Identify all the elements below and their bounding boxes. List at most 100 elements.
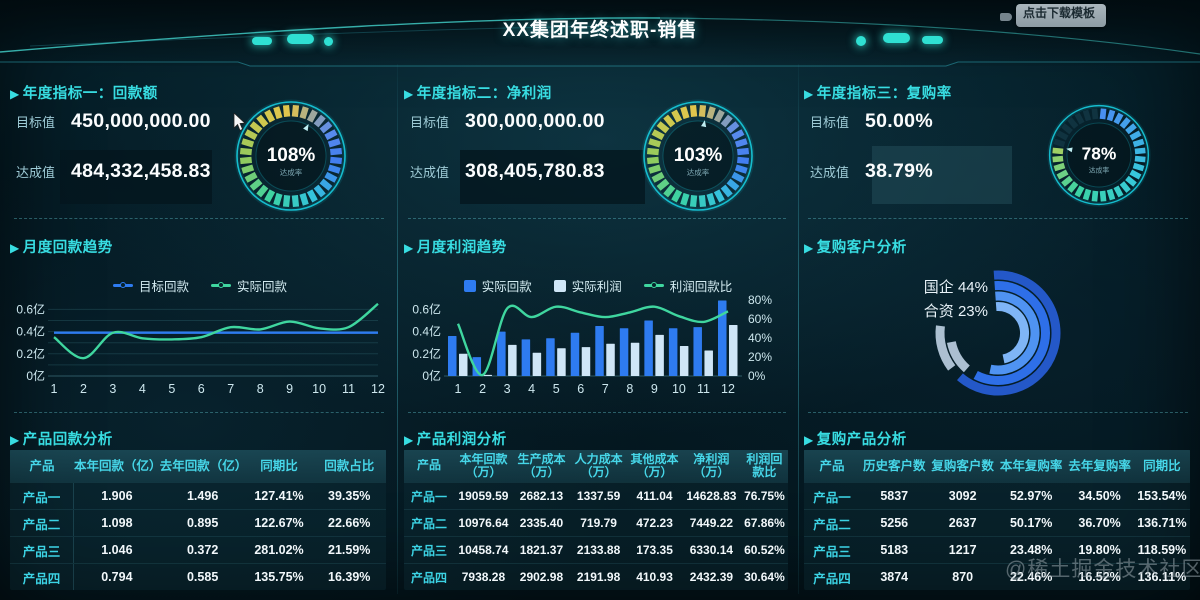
achieved-label: 达成值 [810, 165, 850, 180]
x-axis-tick: 3 [504, 382, 511, 396]
table-row[interactable]: 产品一 5837 3092 52.97% 34.50% 153.54% [804, 482, 1190, 509]
table-value-cell: 1337.59 [576, 489, 621, 503]
table-value-cell: 10976.64 [458, 516, 509, 530]
y-axis-tick: 0亿 [26, 368, 45, 383]
page-title: XX集团年终述职-销售 [502, 20, 698, 41]
table-row[interactable]: 产品四 7938.28 2902.98 2191.98 410.93 2432.39 30.… [404, 563, 788, 590]
achieved-value: 308,405,780.83 [465, 160, 605, 182]
ring-label: 国企 44% [924, 278, 988, 296]
x-axis-tick: 7 [602, 382, 609, 396]
x-axis-tick: 1 [51, 382, 58, 396]
header-dot-decoration [324, 37, 333, 46]
table-header-cell: 产品 [819, 459, 845, 473]
table-header-row: 产品 本年回款（亿） 去年回款（亿） 同期比 回款占比 [10, 450, 386, 482]
target-label: 目标值 [410, 115, 450, 130]
x-axis-tick: 7 [227, 382, 234, 396]
table-value-cell: 50.17% [1009, 516, 1053, 530]
header: XX集团年终述职-销售 点击下载模板 [0, 0, 1200, 67]
section-title-text: 产品回款分析 [22, 432, 113, 448]
y-axis-left-tick: 0.2亿 [412, 346, 441, 361]
column-divider [397, 64, 398, 594]
table-header-cell: 产品 [29, 459, 55, 473]
mouse-cursor [233, 113, 246, 132]
table-value-cell: 2432.39 [689, 570, 734, 584]
gauge-sublabel: 达成率 [687, 167, 710, 177]
chart-legend: 实际回款 实际利润 利润回款比 [402, 276, 794, 295]
table-row[interactable]: 产品二 1.098 0.895 122.67% 22.66% [10, 509, 386, 536]
table-section-title: ▶ 产品回款分析 [10, 428, 113, 449]
table-header-row: 产品 本年回款（万） 生产成本（万） 人力成本（万） 其他成本（万） 净利润（万） 利润回款… [404, 450, 788, 482]
table-row[interactable]: 产品二 10976.64 2335.40 719.79 472.23 7449.22 67.… [404, 509, 788, 536]
table-product-cell: 产品三 [813, 544, 851, 559]
table-value-cell: 1821.37 [519, 543, 564, 557]
table-value-cell: 30.64% [744, 570, 785, 584]
x-axis-tick: 10 [672, 382, 686, 396]
y-axis-left-tick: 0亿 [422, 368, 441, 383]
x-axis-tick: 10 [312, 382, 326, 396]
target-value: 50.00% [865, 110, 933, 132]
gauge-percent-value: 78% [1082, 144, 1117, 164]
table-value-cell: 19059.59 [458, 489, 509, 503]
legend-item[interactable]: 实际回款 [463, 276, 532, 295]
table-row[interactable]: 产品四 0.794 0.585 135.75% 16.39% [10, 563, 386, 590]
table-row[interactable]: 产品三 1.046 0.372 281.02% 21.59% [10, 536, 386, 563]
legend-label: 实际利润 [571, 280, 622, 294]
achieved-label: 达成值 [16, 165, 56, 180]
table-value-cell: 3874 [880, 570, 909, 584]
table-row[interactable]: 产品一 1.906 1.496 127.41% 39.35% [10, 482, 386, 509]
x-axis-tick: 4 [528, 382, 535, 396]
legend-item[interactable]: 目标回款 [112, 276, 189, 295]
table-value-cell: 7449.22 [689, 516, 734, 530]
achieved-value-box [60, 150, 212, 204]
table-value-cell: 719.79 [580, 516, 617, 530]
table-value-cell: 34.50% [1078, 489, 1121, 503]
triangle-icon: ▶ [10, 241, 20, 255]
target-label: 目标值 [810, 115, 850, 130]
x-axis-tick: 12 [721, 382, 735, 396]
gauge-percent-value: 103% [674, 145, 723, 166]
legend-label: 利润回款比 [669, 280, 733, 294]
table-header-cell: 本年回款（万） [459, 452, 508, 479]
download-arrow-icon [1000, 13, 1012, 21]
table-row[interactable]: 产品二 5256 2637 50.17% 36.70% 136.71% [804, 509, 1190, 536]
x-axis-tick: 12 [371, 382, 385, 396]
download-template-button[interactable]: 点击下载模板 [1016, 4, 1106, 27]
table-value-cell: 1.046 [101, 543, 133, 557]
table-product-cell: 产品二 [813, 517, 851, 532]
legend-label: 实际回款 [481, 280, 532, 294]
gauge-sublabel: 达成率 [280, 167, 303, 177]
panel-column-1: ▶ 年度指标一：回款额 目标值 450,000,000.00 达成值 484,332,45… [8, 60, 392, 600]
x-axis-tick: 4 [139, 382, 146, 396]
table-row[interactable]: 产品一 19059.59 2682.13 1337.59 411.04 14628.83 7… [404, 482, 788, 509]
y-axis-left-tick: 0.4亿 [412, 324, 441, 339]
legend-label: 目标回款 [138, 280, 189, 294]
achieved-row: 达成值 484,332,458.83 [16, 160, 211, 183]
table-row[interactable]: 产品三 5183 1217 23.48% 19.80% 118.59% [804, 536, 1190, 563]
table-row[interactable]: 产品四 3874 870 22.46% 16.52% 136.11% [804, 563, 1190, 590]
legend-item[interactable]: 实际利润 [553, 276, 622, 295]
table-row[interactable]: 产品三 10458.74 1821.37 2133.88 173.35 6330.14 60… [404, 536, 788, 563]
table-value-cell: 2191.98 [576, 570, 621, 584]
table-header-cell: 复购客户数 [931, 459, 994, 473]
table-value-cell: 2902.98 [519, 570, 564, 584]
legend-item[interactable]: 实际回款 [211, 276, 287, 295]
table-header-cell: 去年回款（亿） [159, 459, 246, 473]
legend-line-marker [211, 281, 231, 288]
section-title-text: 年度指标二：净利润 [416, 86, 552, 102]
table-value-cell: 5183 [880, 543, 909, 557]
x-axis-tick: 8 [257, 382, 264, 396]
table-value-cell: 0.585 [186, 570, 219, 584]
table-value-cell: 281.02% [254, 543, 304, 557]
y-axis-right-tick: 40% [748, 331, 772, 345]
table-value-cell: 39.35% [328, 489, 371, 503]
table-value-cell: 60.52% [744, 543, 785, 557]
section-title-text: 年度指标三：复购率 [816, 86, 952, 102]
trend-section-title: ▶ 月度回款趋势 [10, 236, 113, 257]
achieved-value: 484,332,458.83 [71, 160, 211, 182]
x-axis-tick: 2 [80, 382, 87, 396]
triangle-icon: ▶ [404, 87, 414, 101]
table-header-cell: 产品 [416, 459, 441, 473]
legend-item[interactable]: 利润回款比 [643, 276, 733, 295]
x-axis-tick: 11 [342, 382, 355, 396]
